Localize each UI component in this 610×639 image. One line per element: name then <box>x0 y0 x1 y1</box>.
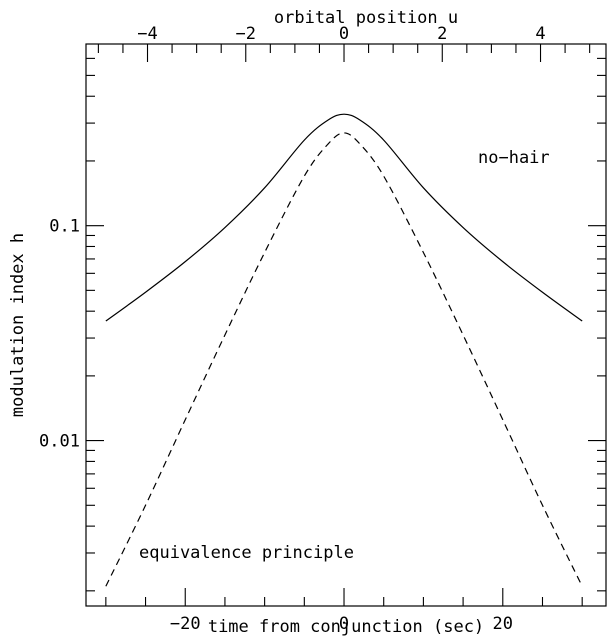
top-tick-label: 2 <box>437 24 447 44</box>
y-tick-label: 0.01 <box>39 432 80 452</box>
x-axis-label: time from conjunction (sec) <box>208 617 484 637</box>
x-tick-label: 0 <box>339 614 349 634</box>
top-tick-label: −4 <box>137 24 157 44</box>
series-group <box>105 113 583 587</box>
x-tick-label: 20 <box>493 614 513 634</box>
annotation-equivalence-principle: equivalence principle <box>139 543 354 563</box>
y-tick-label: 0.1 <box>49 217 80 237</box>
series-line-equivalence-principle <box>105 132 583 587</box>
plot-frame <box>85 43 607 607</box>
labels: −20 0 20−4 −2 0 2 40.010.1 <box>39 24 546 634</box>
top-tick-label: −2 <box>236 24 256 44</box>
top-tick-label: 4 <box>535 24 545 44</box>
top-axis-label: orbital position u <box>274 8 458 28</box>
y-axis-label: modulation index h <box>8 233 28 417</box>
top-tick-label: 0 <box>339 24 349 44</box>
ticks <box>86 44 606 606</box>
annotation-no-hair: no−hair <box>478 148 550 168</box>
series-line-no-hair <box>105 113 583 322</box>
x-tick-label: −20 <box>170 614 201 634</box>
